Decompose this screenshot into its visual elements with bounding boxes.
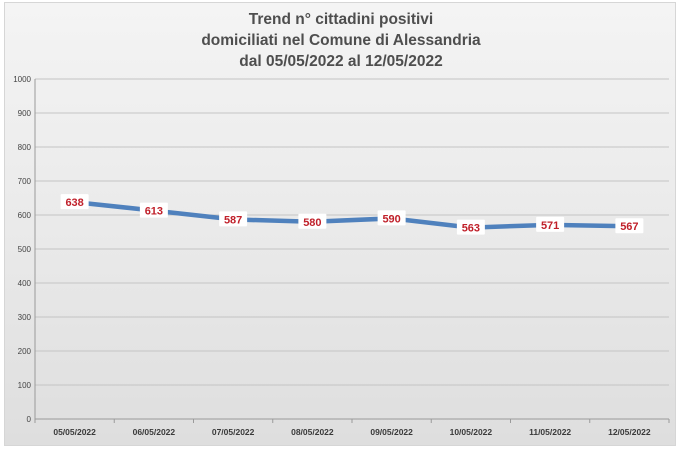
data-label-box — [377, 210, 406, 226]
data-label-box — [60, 194, 89, 210]
data-label-box — [139, 202, 168, 218]
y-tick-label: 900 — [18, 109, 32, 118]
x-tick-label: 10/05/2022 — [450, 427, 493, 437]
data-label: 590 — [382, 213, 400, 225]
chart-title-line-1: Trend n° cittadini positivi — [248, 11, 434, 28]
y-tick-label: 600 — [18, 211, 32, 220]
data-label: 571 — [541, 220, 559, 232]
x-tick-label: 08/05/2022 — [291, 427, 334, 437]
chart-title: Trend n° cittadini positivi domiciliati … — [5, 9, 677, 72]
y-tick-label: 200 — [18, 347, 32, 356]
data-label: 580 — [303, 217, 321, 229]
chart-title-line-3: dal 05/05/2022 al 12/05/2022 — [239, 53, 443, 70]
y-tick-label: 400 — [18, 279, 32, 288]
data-label-box — [536, 216, 565, 232]
data-label: 563 — [462, 223, 480, 235]
x-tick-label: 09/05/2022 — [370, 427, 413, 437]
y-tick-label: 0 — [27, 415, 32, 424]
data-label-box — [615, 218, 644, 234]
data-label: 567 — [620, 221, 638, 233]
x-tick-label: 05/05/2022 — [53, 427, 96, 437]
line-chart: 0 100 200 300 400 500 600 700 800 900 1000 05/05/20… — [13, 75, 670, 437]
y-tick-label: 300 — [18, 313, 32, 322]
x-tick-label: 12/05/2022 — [608, 427, 651, 437]
y-tick-label: 700 — [18, 177, 32, 186]
data-label-box — [298, 213, 327, 229]
x-tick-label: 11/05/2022 — [529, 427, 571, 437]
data-label-box — [456, 219, 485, 235]
y-tick-label: 500 — [18, 245, 32, 254]
data-label: 638 — [65, 197, 83, 209]
chart-frame: Trend n° cittadini positivi domiciliati … — [4, 2, 676, 446]
chart-title-line-2: domiciliati nel Comune di Alessandria — [201, 32, 481, 49]
data-label: 587 — [224, 214, 242, 226]
data-label: 613 — [145, 206, 163, 218]
y-tick-label: 100 — [18, 381, 32, 390]
x-tick-label: 07/05/2022 — [212, 427, 255, 437]
x-tick-label: 06/05/2022 — [133, 427, 176, 437]
y-tick-label: 1000 — [13, 75, 31, 84]
y-tick-label: 800 — [18, 143, 32, 152]
data-label-box — [219, 211, 248, 227]
